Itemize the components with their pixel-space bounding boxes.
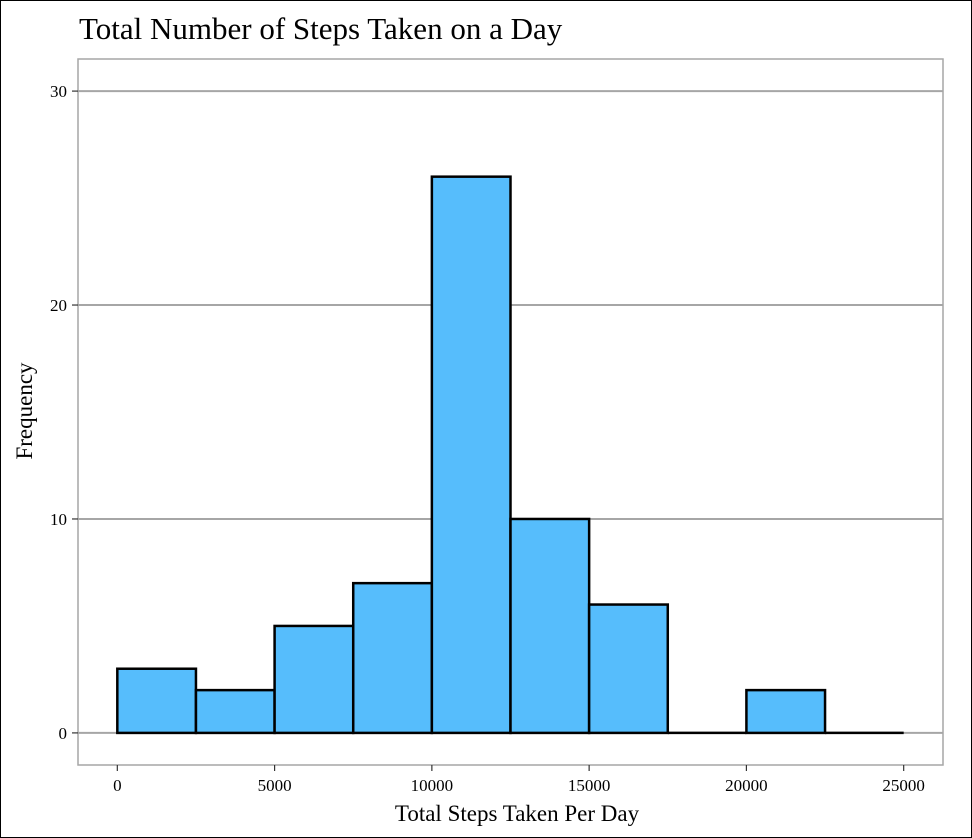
plot-panel-border <box>77 58 944 766</box>
histogram-bar <box>509 517 591 735</box>
y-axis-title: Frequency <box>12 362 37 460</box>
y-tick-label: 30 <box>50 82 67 101</box>
x-tick-label: 10000 <box>411 776 454 795</box>
x-tick-label: 5000 <box>258 776 292 795</box>
histogram-bar <box>273 624 355 735</box>
histogram-bar <box>745 688 827 735</box>
histogram-bar <box>587 603 670 735</box>
histogram-bar <box>351 581 434 735</box>
y-tick-label: 0 <box>59 724 68 743</box>
x-tick-label: 25000 <box>882 776 925 795</box>
x-axis-ticks: 0 5000 10000 15000 20000 25000 <box>113 765 925 795</box>
y-tick-label: 20 <box>50 296 67 315</box>
x-tick-label: 15000 <box>568 776 611 795</box>
histogram-bar <box>430 175 512 735</box>
y-axis-ticks: 0 10 20 30 <box>50 82 78 743</box>
x-tick-label: 0 <box>113 776 122 795</box>
y-tick-label: 10 <box>50 510 67 529</box>
chart-title: Total Number of Steps Taken on a Day <box>79 11 563 46</box>
histogram-bar <box>116 667 198 735</box>
x-axis-title: Total Steps Taken Per Day <box>395 801 640 826</box>
histogram-bar <box>194 688 276 735</box>
bars <box>116 175 904 735</box>
x-tick-label: 20000 <box>725 776 768 795</box>
